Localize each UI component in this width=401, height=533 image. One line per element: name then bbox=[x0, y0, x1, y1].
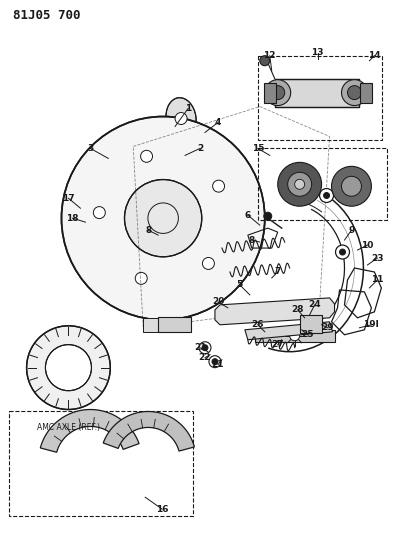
Circle shape bbox=[212, 359, 218, 365]
Circle shape bbox=[288, 172, 312, 196]
Bar bbox=[255, 330, 334, 342]
Circle shape bbox=[141, 150, 152, 162]
Text: 8: 8 bbox=[249, 236, 255, 245]
Circle shape bbox=[320, 189, 334, 203]
Polygon shape bbox=[158, 317, 191, 332]
Text: 21: 21 bbox=[212, 360, 224, 369]
Bar bbox=[143, 318, 181, 332]
Text: 11: 11 bbox=[371, 276, 384, 285]
Text: 16: 16 bbox=[156, 505, 168, 514]
Text: 14: 14 bbox=[368, 51, 381, 60]
Text: 27: 27 bbox=[271, 340, 284, 349]
Bar bbox=[275, 79, 359, 107]
Polygon shape bbox=[103, 411, 194, 451]
Polygon shape bbox=[215, 298, 334, 325]
Text: 28: 28 bbox=[292, 305, 304, 314]
Circle shape bbox=[213, 180, 225, 192]
Circle shape bbox=[45, 345, 91, 391]
Text: 15: 15 bbox=[251, 144, 264, 153]
Text: 2: 2 bbox=[197, 144, 203, 153]
Circle shape bbox=[278, 163, 322, 206]
Bar bbox=[275, 79, 359, 107]
Circle shape bbox=[93, 207, 105, 219]
Text: 12: 12 bbox=[263, 51, 276, 60]
Text: 1: 1 bbox=[185, 104, 191, 113]
Text: 5: 5 bbox=[237, 280, 243, 289]
Circle shape bbox=[175, 112, 187, 125]
Circle shape bbox=[340, 249, 346, 255]
Text: 7: 7 bbox=[275, 268, 281, 277]
Circle shape bbox=[124, 180, 202, 257]
Circle shape bbox=[342, 176, 361, 196]
Text: AMC AXLE (REF.): AMC AXLE (REF.) bbox=[37, 423, 100, 432]
Text: 9: 9 bbox=[348, 225, 354, 235]
Ellipse shape bbox=[143, 177, 157, 187]
Text: 23: 23 bbox=[371, 254, 384, 263]
Circle shape bbox=[348, 86, 361, 100]
Circle shape bbox=[135, 272, 147, 284]
Bar bbox=[264, 83, 276, 102]
Circle shape bbox=[271, 86, 285, 100]
Text: 10: 10 bbox=[361, 240, 374, 249]
Text: 18: 18 bbox=[66, 214, 79, 223]
Circle shape bbox=[342, 79, 367, 106]
Circle shape bbox=[324, 192, 330, 198]
Text: 21: 21 bbox=[194, 343, 206, 352]
Circle shape bbox=[61, 117, 265, 320]
Polygon shape bbox=[245, 322, 332, 340]
Text: 13: 13 bbox=[311, 49, 324, 57]
Circle shape bbox=[260, 56, 270, 66]
Ellipse shape bbox=[166, 98, 196, 139]
Polygon shape bbox=[41, 409, 139, 453]
Text: 81J05 700: 81J05 700 bbox=[13, 9, 80, 22]
Text: 25: 25 bbox=[302, 330, 314, 340]
Circle shape bbox=[199, 342, 211, 354]
Text: 19l: 19l bbox=[364, 320, 379, 329]
Text: 17: 17 bbox=[62, 193, 75, 203]
Text: 3: 3 bbox=[87, 144, 93, 153]
Ellipse shape bbox=[195, 198, 204, 212]
Text: 22: 22 bbox=[199, 353, 211, 362]
Ellipse shape bbox=[122, 225, 131, 238]
Bar bbox=[360, 83, 373, 102]
Text: 26: 26 bbox=[251, 320, 264, 329]
Circle shape bbox=[336, 245, 350, 259]
Circle shape bbox=[203, 257, 215, 269]
Circle shape bbox=[295, 179, 305, 189]
Text: 4: 4 bbox=[215, 118, 221, 127]
Text: 8: 8 bbox=[145, 225, 151, 235]
Circle shape bbox=[264, 212, 272, 220]
Bar bbox=[300, 315, 322, 333]
Circle shape bbox=[202, 345, 208, 351]
Text: 29: 29 bbox=[321, 324, 334, 332]
Ellipse shape bbox=[170, 250, 183, 259]
Text: 6: 6 bbox=[245, 211, 251, 220]
Circle shape bbox=[26, 326, 110, 409]
Text: 24: 24 bbox=[308, 301, 321, 309]
Circle shape bbox=[209, 356, 221, 368]
Circle shape bbox=[265, 79, 291, 106]
Circle shape bbox=[332, 166, 371, 206]
Circle shape bbox=[290, 331, 300, 341]
Text: 20: 20 bbox=[212, 297, 224, 306]
